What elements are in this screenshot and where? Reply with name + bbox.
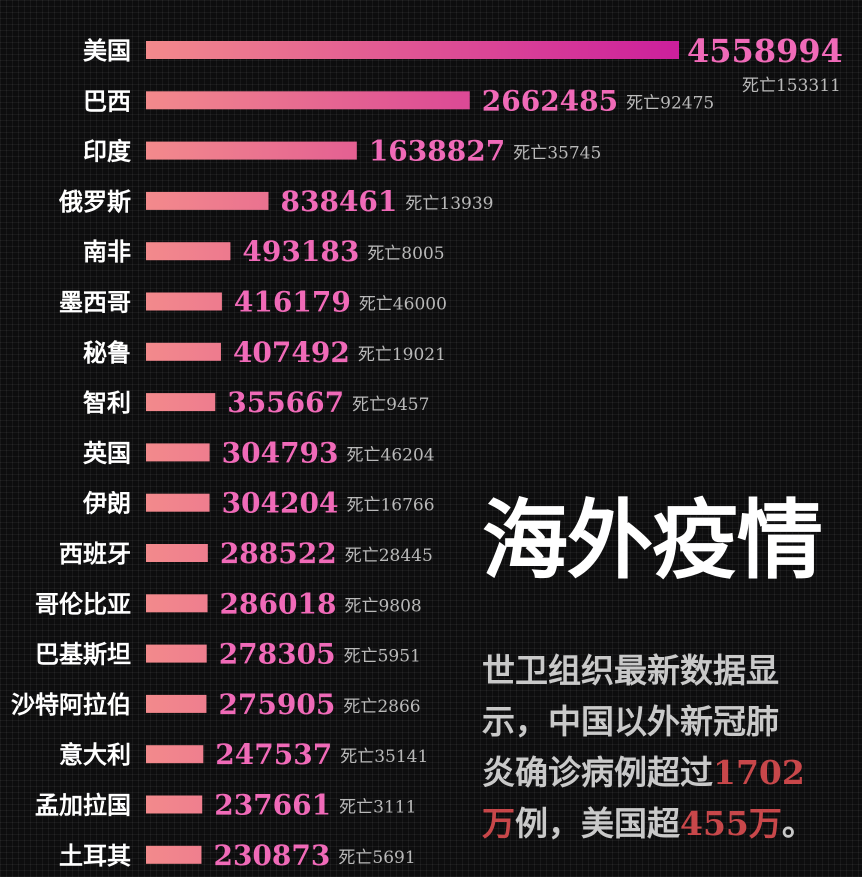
bar (146, 443, 210, 462)
note-line-4-end: 。 (781, 804, 815, 843)
bar-row: 土耳其 230873 死亡5691 (59, 839, 416, 872)
bar-row: 哥伦比亚 286018 死亡9808 (35, 587, 422, 620)
value-label: 278305 (219, 638, 336, 671)
category-label: 俄罗斯 (58, 187, 131, 216)
bar-row: 印度 1638827 死亡35745 (83, 135, 601, 168)
bar-row: 美国 4558994 死亡153311 (83, 32, 843, 96)
deaths-label: 死亡5951 (344, 647, 421, 667)
bar-row: 伊朗 304204 死亡16766 (82, 487, 435, 520)
deaths-label: 死亡9457 (352, 395, 429, 415)
bar (146, 41, 679, 59)
category-label: 墨西哥 (59, 288, 131, 317)
category-label: 巴基斯坦 (35, 640, 131, 669)
bar (146, 493, 210, 512)
headline: 海外疫情 (482, 490, 823, 591)
category-label: 西班牙 (59, 539, 131, 568)
bar (146, 342, 221, 361)
category-label: 秘鲁 (83, 338, 131, 367)
deaths-label: 死亡46204 (347, 445, 435, 465)
value-label: 304204 (222, 487, 339, 520)
deaths-label: 死亡13939 (405, 194, 493, 214)
bar-row: 孟加拉国 237661 死亡3111 (35, 789, 416, 822)
bar (146, 242, 231, 261)
value-label: 493183 (242, 235, 359, 268)
bar-row: 智利 355667 死亡9457 (83, 386, 429, 419)
summary-note: 世卫组织最新数据显 示，中国以外新冠肺 炎确诊病例超过1702 万例，美国超45… (482, 645, 862, 849)
category-label: 孟加拉国 (35, 791, 131, 820)
note-line-3: 炎确诊病例超过 (482, 753, 713, 792)
bar (146, 594, 208, 613)
bar (146, 745, 204, 764)
bar-row: 英国 304793 死亡46204 (83, 436, 435, 469)
value-label: 247537 (215, 738, 332, 771)
bar-row: 墨西哥 416179 死亡46000 (59, 286, 447, 319)
deaths-label: 死亡2866 (343, 697, 420, 717)
value-label: 304793 (222, 436, 339, 469)
bar (146, 393, 216, 412)
deaths-label: 死亡35141 (340, 747, 428, 767)
value-label: 416179 (234, 286, 351, 319)
deaths-label: 死亡19021 (358, 345, 446, 365)
category-label: 英国 (83, 438, 131, 467)
bar-row: 巴西 2662485 死亡92475 (83, 84, 714, 117)
bar (146, 292, 222, 311)
category-label: 印度 (83, 137, 132, 166)
value-label: 286018 (220, 587, 337, 620)
category-label: 沙特阿拉伯 (11, 690, 131, 719)
category-label: 美国 (83, 36, 131, 65)
deaths-label: 死亡5691 (338, 848, 415, 868)
bar-row: 南非 493183 死亡8005 (83, 235, 445, 268)
value-label: 838461 (281, 185, 398, 218)
note-highlight-us: 455万 (680, 804, 782, 843)
deaths-label: 死亡16766 (346, 496, 434, 516)
note-line-2: 示，中国以外新冠肺 (482, 702, 779, 741)
deaths-label: 死亡9808 (344, 596, 421, 616)
value-label: 1638827 (369, 135, 505, 168)
bar (146, 795, 203, 814)
bar-row: 西班牙 288522 死亡28445 (59, 537, 433, 570)
value-label: 2662485 (482, 84, 618, 117)
value-label: 4558994 (687, 32, 843, 70)
value-label: 237661 (214, 789, 331, 822)
category-label: 哥伦比亚 (35, 589, 131, 618)
deaths-label: 死亡46000 (359, 295, 447, 315)
deaths-label: 死亡8005 (367, 244, 444, 264)
bar-row: 秘鲁 407492 死亡19021 (83, 336, 446, 369)
category-label: 伊朗 (82, 489, 131, 518)
value-label: 230873 (213, 839, 330, 872)
category-label: 智利 (83, 388, 131, 417)
note-highlight-unit: 万 (482, 804, 515, 843)
bar-row: 俄罗斯 838461 死亡13939 (58, 185, 494, 218)
bar-row: 意大利 247537 死亡35141 (59, 738, 428, 771)
deaths-label: 死亡153311 (742, 76, 841, 96)
value-label: 407492 (233, 336, 350, 369)
value-label: 288522 (220, 537, 337, 570)
bar (146, 694, 207, 713)
category-label: 巴西 (83, 86, 131, 115)
bar (146, 644, 207, 663)
value-label: 275905 (218, 688, 335, 721)
note-line-1: 世卫组织最新数据显 (482, 651, 779, 690)
bar (146, 544, 208, 562)
deaths-label: 死亡35745 (513, 144, 601, 164)
deaths-label: 死亡28445 (345, 546, 433, 566)
bar (146, 845, 202, 864)
deaths-label: 死亡3111 (339, 798, 416, 818)
deaths-label: 死亡92475 (626, 93, 714, 113)
note-line-4: 例，美国超 (515, 804, 680, 843)
category-label: 南非 (83, 237, 131, 266)
bar (146, 141, 357, 160)
bar (146, 91, 470, 110)
value-label: 355667 (227, 386, 344, 419)
category-label: 意大利 (59, 740, 131, 769)
bar-row: 沙特阿拉伯 275905 死亡2866 (11, 688, 421, 721)
bar-row: 巴基斯坦 278305 死亡5951 (35, 638, 421, 671)
note-highlight-total: 1702 (713, 753, 805, 792)
category-label: 土耳其 (59, 841, 131, 870)
bar (146, 191, 269, 210)
